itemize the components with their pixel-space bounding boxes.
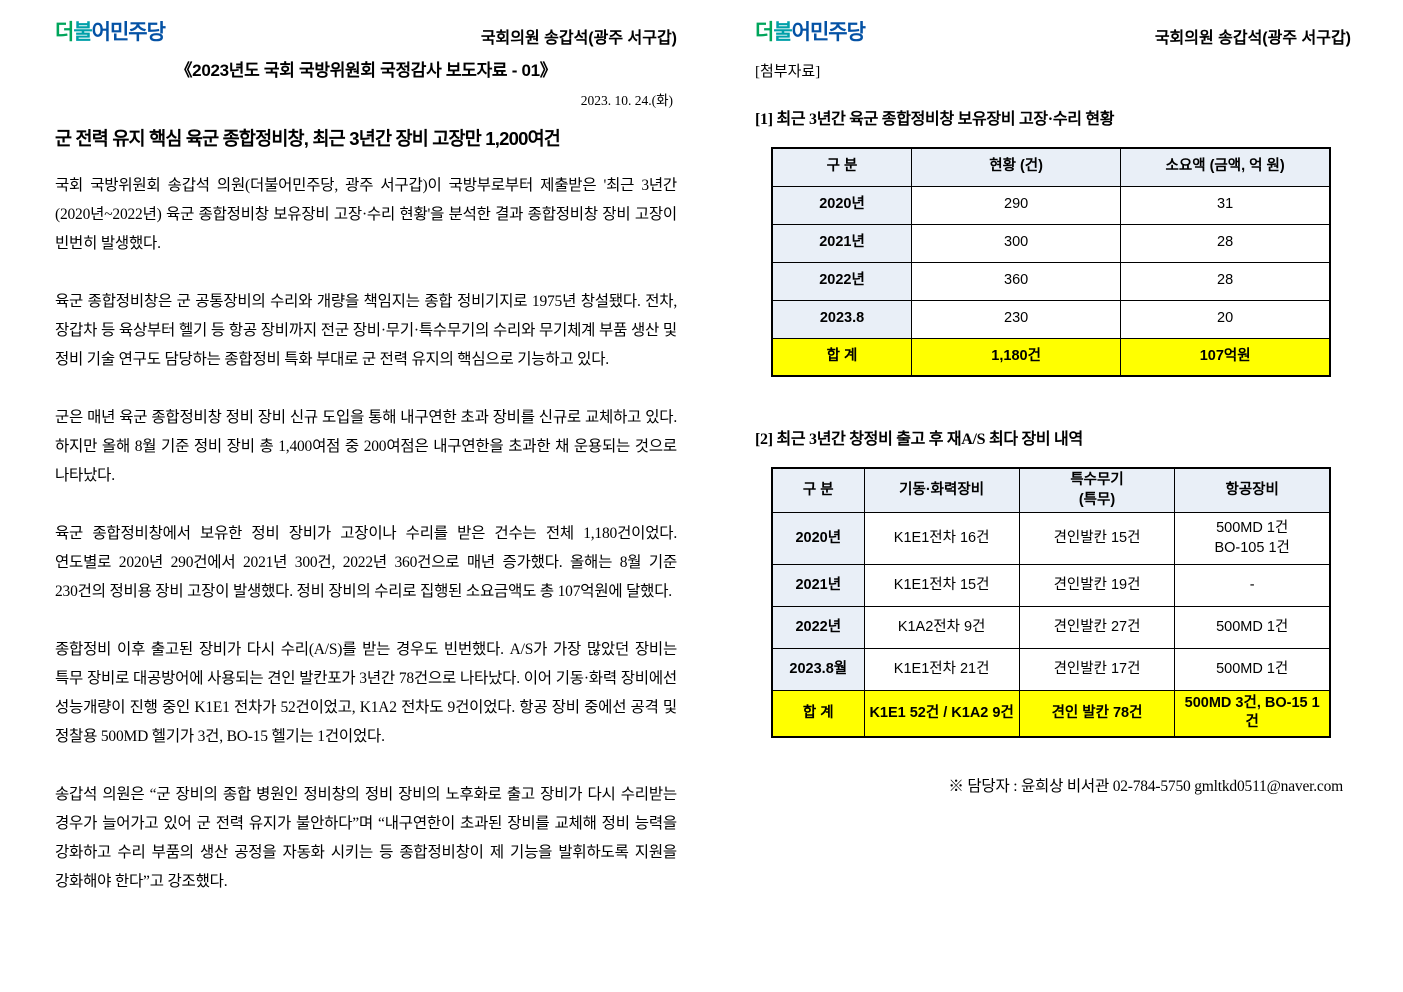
column-header: 구 분 xyxy=(771,147,912,187)
paragraph-3: 군은 매년 육군 종합정비창 정비 장비 신규 도입을 통해 내구연한 초과 장… xyxy=(55,409,677,484)
cell-count: 300 xyxy=(910,223,1122,263)
total-label: 합 계 xyxy=(771,690,865,738)
cell-mobility: K1E1전차 15건 xyxy=(863,564,1020,608)
column-header: 현황 (건) xyxy=(910,147,1122,187)
reservice-equipment-table: 구 분 기동·화력장비 특수무기 (특무) 항공장비 2020년 K1E1전차 … xyxy=(771,467,1331,738)
total-cost: 107억원 xyxy=(1120,337,1331,377)
cell-special: 견인발칸 17건 xyxy=(1018,648,1176,692)
repair-status-table: 구 분 현황 (건) 소요액 (금액, 억 원) 2020년 290 31 20… xyxy=(771,147,1331,377)
row-label: 2023.8 xyxy=(771,299,912,339)
table-row: 2020년 290 31 xyxy=(771,185,1331,225)
doc-date: 2023. 10. 24.(화) xyxy=(580,93,673,108)
cell-count: 230 xyxy=(910,299,1122,339)
row-label: 2020년 xyxy=(771,185,912,225)
column-header: 특수무기 (특무) xyxy=(1018,467,1176,514)
row-label: 2020년 xyxy=(771,512,865,566)
cell-cost: 28 xyxy=(1120,261,1331,301)
party-logo-text-blue: 어민주당 xyxy=(791,21,866,44)
cell-cost: 31 xyxy=(1120,185,1331,225)
cell-aviation: 500MD 1건 BO-105 1건 xyxy=(1174,512,1331,566)
cell-cost: 20 xyxy=(1120,299,1331,339)
contact-info: ※ 담당자 : 윤희상 비서관 02-784-5750 gmltkd0511@n… xyxy=(948,777,1343,795)
press-release-body: 국회 국방위원회 송갑석 의원(더불어민주당, 광주 서구갑)이 국방부로부터 … xyxy=(55,171,677,896)
party-logo: 더불어민주당 xyxy=(55,21,166,44)
cell-aviation: 500MD 1건 xyxy=(1174,606,1331,650)
paragraph-1: 국회 국방위원회 송갑석 의원(더불어민주당, 광주 서구갑)이 국방부로부터 … xyxy=(55,177,677,252)
table-row: 2022년 360 28 xyxy=(771,261,1331,301)
total-label: 합 계 xyxy=(771,337,912,377)
paragraph-6: 송갑석 의원은 “군 장비의 종합 병원인 정비창의 정비 장비의 노후화로 출… xyxy=(55,786,677,890)
table-row: 2022년 K1A2전차 9건 견인발칸 27건 500MD 1건 xyxy=(771,606,1331,650)
paragraph-2: 육군 종합정비창은 군 공통장비의 수리와 개량을 책임지는 종합 정비기지로 … xyxy=(55,293,677,368)
row-label: 2022년 xyxy=(771,261,912,301)
party-logo-text-green: 더 xyxy=(55,21,74,44)
party-logo-text-green: 더 xyxy=(755,21,774,44)
cell-aviation: 500MD 1건 xyxy=(1174,648,1331,692)
table-row: 2023.8 230 20 xyxy=(771,299,1331,339)
press-release-page-2: 더불어민주당 국회의원 송갑석(광주 서구갑) [첨부자료] [1] 최근 3년… xyxy=(755,22,1351,796)
section1-title: [1] 최근 3년간 육군 종합정비창 보유장비 고장·수리 현황 xyxy=(755,111,1115,128)
table-header-row: 구 분 기동·화력장비 특수무기 (특무) 항공장비 xyxy=(771,467,1331,514)
table-header-row: 구 분 현황 (건) 소요액 (금액, 억 원) xyxy=(771,147,1331,187)
member-name: 국회의원 송갑석(광주 서구갑) xyxy=(480,30,677,47)
column-header: 구 분 xyxy=(771,467,865,514)
attachment-label: [첨부자료] xyxy=(755,64,821,80)
table-row: 2023.8월 K1E1전차 21건 견인발칸 17건 500MD 1건 xyxy=(771,648,1331,692)
row-label: 2022년 xyxy=(771,606,865,650)
cell-mobility: K1E1전차 16건 xyxy=(863,512,1020,566)
section2-title: [2] 최근 3년간 창정비 출고 후 재A/S 최다 장비 내역 xyxy=(755,431,1083,448)
total-count: 1,180건 xyxy=(910,337,1122,377)
cell-mobility: K1A2전차 9건 xyxy=(863,606,1020,650)
page1-header: 더불어민주당 국회의원 송갑석(광주 서구갑) xyxy=(55,22,677,50)
cell-special: 견인발칸 19건 xyxy=(1018,564,1176,608)
party-logo: 더불어민주당 xyxy=(755,21,866,44)
column-header: 소요액 (금액, 억 원) xyxy=(1120,147,1331,187)
total-special: 견인 발칸 78건 xyxy=(1018,690,1176,738)
table-row: 2020년 K1E1전차 16건 견인발칸 15건 500MD 1건 BO-10… xyxy=(771,512,1331,566)
table-total-row: 합 계 1,180건 107억원 xyxy=(771,337,1331,377)
total-mobility: K1E1 52건 / K1A2 9건 xyxy=(863,690,1020,738)
cell-aviation: - xyxy=(1174,564,1331,608)
cell-count: 360 xyxy=(910,261,1122,301)
cell-mobility: K1E1전차 21건 xyxy=(863,648,1020,692)
cell-special: 견인발칸 27건 xyxy=(1018,606,1176,650)
column-header: 기동·화력장비 xyxy=(863,467,1020,514)
cell-count: 290 xyxy=(910,185,1122,225)
column-header: 항공장비 xyxy=(1174,467,1331,514)
paragraph-5: 종합정비 이후 출고된 장비가 다시 수리(A/S)를 받는 경우도 빈번했다.… xyxy=(55,641,677,745)
table-total-row: 합 계 K1E1 52건 / K1A2 9건 견인 발칸 78건 500MD 3… xyxy=(771,690,1331,738)
press-release-title: 군 전력 유지 핵심 육군 종합정비창, 최근 3년간 장비 고장만 1,200… xyxy=(55,128,561,149)
table-row: 2021년 300 28 xyxy=(771,223,1331,263)
cell-special: 견인발칸 15건 xyxy=(1018,512,1176,566)
doc-header-title: 《2023년도 국회 국방위원회 국정감사 보도자료 - 01》 xyxy=(175,61,557,80)
party-logo-text-teal: 불 xyxy=(73,21,92,44)
member-name: 국회의원 송갑석(광주 서구갑) xyxy=(1154,30,1351,47)
cell-cost: 28 xyxy=(1120,223,1331,263)
table-row: 2021년 K1E1전차 15건 견인발칸 19건 - xyxy=(771,564,1331,608)
party-logo-text-blue: 어민주당 xyxy=(91,21,166,44)
paragraph-4: 육군 종합정비창에서 보유한 정비 장비가 고장이나 수리를 받은 건수는 전체… xyxy=(55,525,677,600)
press-release-page-1: 더불어민주당 국회의원 송갑석(광주 서구갑) 《2023년도 국회 국방위원회… xyxy=(55,22,677,925)
row-label: 2023.8월 xyxy=(771,648,865,692)
page2-header: 더불어민주당 국회의원 송갑석(광주 서구갑) xyxy=(755,22,1351,50)
row-label: 2021년 xyxy=(771,564,865,608)
party-logo-text-teal: 불 xyxy=(773,21,792,44)
total-aviation: 500MD 3건, BO-15 1건 xyxy=(1174,690,1331,738)
row-label: 2021년 xyxy=(771,223,912,263)
